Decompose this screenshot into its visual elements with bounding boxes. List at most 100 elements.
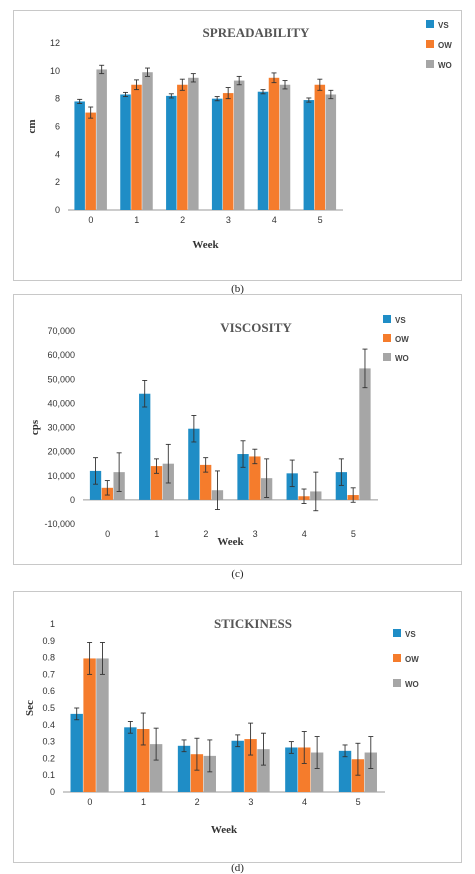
legend-swatch-vs [383, 315, 391, 323]
y-tick-label: 0 [70, 495, 75, 505]
bar-vs-week-5 [335, 472, 348, 500]
chart-title: SPREADABILITY [203, 25, 311, 40]
legend-swatch-wo [383, 353, 391, 361]
y-tick-label: 0.3 [42, 737, 55, 747]
legend-label-wo: WO [405, 680, 419, 689]
spreadability-chart-panel: SPREADABILITY 0 2 4 6 8 10 12 cm 0 1 2 3 4 5 Week VS OW WO [13, 10, 462, 281]
bar-vs-week-2 [177, 745, 191, 792]
legend-label-ow: OW [395, 335, 409, 344]
bar-ow-week-4 [268, 77, 280, 211]
bar-wo-week-5 [325, 94, 337, 210]
y-tick-label: 10,000 [47, 471, 75, 481]
y-tick-label: 12 [50, 38, 60, 48]
legend-swatch-vs [426, 20, 434, 28]
viscosity-chart-panel: VISCOSITY -10,000 0 10,000 20,000 30,000 40,00… [13, 294, 462, 565]
y-tick-label: 60,000 [47, 350, 75, 360]
legend-label-wo: WO [395, 354, 409, 363]
bar-wo-week-4 [279, 84, 291, 210]
caption-d: (d) [231, 862, 244, 874]
y-tick-label: 0.9 [42, 636, 55, 646]
y-tick-label: 2 [55, 177, 60, 187]
bar-ow-week-1 [131, 84, 142, 210]
bar-ow-week-2 [190, 754, 204, 792]
y-tick-label: 1 [50, 619, 55, 629]
y-tick-label: 6 [55, 122, 60, 132]
x-axis-title: Week [211, 824, 238, 836]
bar-wo-week-0 [96, 658, 109, 792]
bar-wo-week-5 [364, 752, 377, 792]
y-tick-label: 0.4 [42, 720, 55, 730]
bar-vs-week-2 [166, 95, 177, 210]
bar-vs-week-1 [120, 94, 131, 210]
y-axis-title: cps [29, 419, 41, 435]
caption-b: (b) [231, 283, 244, 295]
bar-vs-week-1 [124, 727, 137, 792]
bar-vs-week-2 [188, 428, 200, 500]
legend-label-vs: VS [438, 21, 449, 30]
y-tick-label: 4 [55, 149, 60, 159]
bar-ow-week-2 [200, 464, 212, 500]
x-tick-label: 5 [356, 797, 361, 807]
legend-label-ow: OW [405, 655, 419, 664]
x-axis-title: Week [217, 536, 244, 548]
bar-vs-week-3 [237, 454, 249, 500]
x-tick-label: 3 [248, 797, 253, 807]
bar-wo-week-5 [359, 368, 371, 500]
y-tick-label: 0.8 [42, 653, 55, 663]
y-axis-title: Sec [24, 700, 36, 716]
x-tick-label: 1 [141, 797, 146, 807]
y-tick-label: 8 [55, 94, 60, 104]
x-axis-title: Week [192, 239, 219, 251]
y-tick-label: 0.2 [42, 753, 55, 763]
bar-wo-week-3 [233, 80, 245, 210]
y-tick-label: 0 [55, 205, 60, 215]
y-tick-label: 0 [50, 787, 55, 797]
y-tick-label: 30,000 [47, 423, 75, 433]
x-tick-label: 4 [302, 797, 307, 807]
x-tick-label: 4 [272, 215, 277, 225]
bar-ow-week-3 [244, 739, 257, 792]
bar-wo-week-2 [188, 77, 199, 211]
stickiness-chart-panel: STICKINESS 0 0.1 0.2 0.3 0.4 0.5 0.6 0.7 0.8 0.9 1 S… [13, 591, 462, 863]
x-tick-label: 0 [87, 797, 92, 807]
bar-ow-week-3 [249, 456, 261, 500]
legend-label-ow: OW [438, 41, 452, 50]
bar-vs-week-5 [303, 100, 315, 210]
bar-ow-week-2 [177, 84, 188, 210]
bar-ow-week-3 [222, 93, 234, 210]
bar-ow-week-1 [150, 466, 163, 500]
bar-wo-week-1 [149, 744, 163, 792]
y-axis-title: cm [26, 119, 38, 133]
y-tick-label: 50,000 [47, 374, 75, 384]
y-tick-label: 40,000 [47, 398, 75, 408]
x-tick-label: 2 [195, 797, 200, 807]
bar-wo-week-3 [257, 749, 270, 792]
chart-title: STICKINESS [214, 616, 292, 631]
y-tick-label: 0.6 [42, 686, 55, 696]
x-tick-label: 1 [154, 529, 159, 539]
legend-swatch-wo [393, 679, 401, 687]
bar-vs-week-0 [89, 470, 102, 500]
bar-vs-week-5 [338, 750, 352, 792]
bar-ow-week-1 [137, 729, 150, 792]
legend-swatch-ow [426, 40, 434, 48]
legend-label-wo: WO [438, 61, 452, 70]
x-tick-label: 0 [88, 215, 93, 225]
x-tick-label: 5 [351, 529, 356, 539]
bar-ow-week-0 [85, 112, 96, 210]
bar-ow-week-4 [298, 747, 311, 792]
y-tick-label: 70,000 [47, 326, 75, 336]
bar-vs-week-1 [139, 393, 151, 500]
caption-c: (c) [231, 568, 244, 580]
bar-wo-week-2 [203, 755, 216, 792]
legend-swatch-vs [393, 629, 401, 637]
bar-vs-week-0 [74, 101, 85, 210]
bar-ow-week-5 [314, 84, 326, 210]
y-tick-label: 10 [50, 66, 60, 76]
x-tick-label: 3 [253, 529, 258, 539]
legend-label-vs: VS [405, 630, 416, 639]
bar-vs-week-0 [70, 713, 83, 792]
x-tick-label: 3 [226, 215, 231, 225]
x-tick-label: 2 [180, 215, 185, 225]
